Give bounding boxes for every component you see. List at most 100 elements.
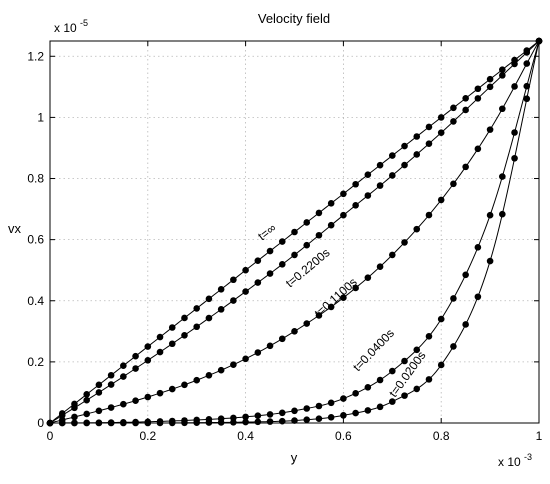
data-point: [389, 367, 396, 375]
data-point: [254, 257, 262, 264]
y-multiplier-exponent: -5: [80, 18, 88, 28]
data-point: [401, 161, 408, 169]
data-point: [352, 284, 359, 292]
data-point: [474, 244, 482, 251]
data-point: [156, 389, 164, 397]
data-point: [523, 95, 531, 103]
data-point: [278, 261, 286, 268]
data-point: [315, 209, 323, 217]
data-point: [352, 390, 359, 397]
y-axis-label: vx: [8, 221, 22, 236]
y-tick-label: 1: [37, 110, 44, 124]
data-point: [425, 123, 433, 131]
data-point: [266, 342, 274, 350]
svg-text:x 10 -5: x 10 -5: [54, 18, 88, 35]
data-point: [474, 293, 482, 301]
data-point: [437, 361, 445, 369]
data-point: [450, 180, 457, 188]
data-point: [230, 419, 237, 426]
data-point: [71, 419, 78, 427]
data-point: [401, 142, 408, 150]
data-point: [217, 286, 225, 293]
data-point: [242, 413, 249, 421]
series-1: [46, 37, 543, 427]
data-point: [303, 416, 311, 424]
x-axis-label: y: [291, 450, 298, 465]
data-point: [437, 129, 445, 136]
data-point: [278, 238, 286, 245]
y-tick-label: 0.2: [27, 355, 44, 369]
data-point: [181, 381, 188, 389]
data-point: [376, 182, 384, 189]
data-point: [474, 95, 482, 102]
data-point: [340, 211, 347, 219]
data-point: [266, 270, 274, 277]
data-point: [254, 349, 262, 356]
data-point: [425, 211, 433, 219]
data-point: [217, 419, 225, 426]
data-point: [46, 419, 54, 427]
data-point: [462, 321, 469, 328]
y-tick-label: 0.4: [27, 294, 44, 308]
data-point: [499, 173, 506, 180]
data-point: [205, 314, 213, 322]
data-point: [120, 373, 127, 380]
data-point: [71, 413, 78, 421]
data-point: [254, 412, 262, 420]
data-point: [168, 419, 176, 427]
data-point: [327, 221, 335, 229]
data-point: [486, 126, 494, 133]
data-point: [132, 397, 139, 405]
data-point: [217, 366, 225, 374]
y-tick-label: 0.8: [27, 172, 44, 186]
data-point: [144, 393, 152, 401]
data-point: [303, 405, 311, 412]
data-point: [266, 418, 274, 425]
data-point: [425, 140, 433, 147]
x-multiplier-label: x 10 -3: [498, 452, 532, 469]
data-point: [230, 276, 237, 284]
data-point: [315, 231, 323, 239]
data-point: [217, 306, 225, 313]
data-point: [462, 271, 469, 279]
data-point: [340, 190, 347, 198]
data-point: [303, 241, 311, 249]
data-point: [413, 346, 421, 354]
data-point: [120, 419, 127, 427]
data-point: [278, 409, 286, 417]
series-2: [46, 37, 543, 427]
data-point: [156, 419, 164, 427]
data-point: [266, 411, 274, 418]
data-point: [71, 404, 78, 412]
data-point: [437, 315, 445, 323]
y-tick-label: 0: [37, 416, 44, 430]
x-tick-label: 0.4: [237, 429, 254, 443]
data-point: [254, 279, 262, 286]
data-point: [352, 409, 359, 417]
data-point: [242, 266, 249, 274]
data-point: [95, 389, 103, 396]
x-tick-label: 0.2: [139, 429, 156, 443]
data-point: [389, 251, 396, 259]
data-point: [462, 106, 469, 114]
data-point: [376, 403, 384, 411]
data-point: [376, 161, 384, 169]
data-point: [364, 274, 372, 281]
data-point: [144, 357, 152, 364]
data-point: [144, 419, 152, 427]
data-point: [352, 202, 359, 209]
y-tick-label: 0.6: [27, 233, 44, 247]
data-point: [474, 145, 482, 153]
data-point: [523, 60, 531, 67]
data-point: [168, 385, 176, 393]
data-point: [511, 83, 518, 90]
data-point: [303, 320, 311, 327]
svg-text:x 10 -3: x 10 -3: [498, 452, 532, 469]
data-point: [278, 335, 286, 343]
axis-ticks: 0 0.2 0.4 0.6 0.8 1 0 0.2 0.4 0.6 0.8 1 1.2: [27, 41, 543, 443]
data-point: [83, 391, 90, 398]
data-point: [120, 400, 127, 408]
data-point: [376, 376, 384, 384]
x-multiplier-exponent: -3: [524, 452, 532, 462]
data-point: [132, 365, 139, 372]
